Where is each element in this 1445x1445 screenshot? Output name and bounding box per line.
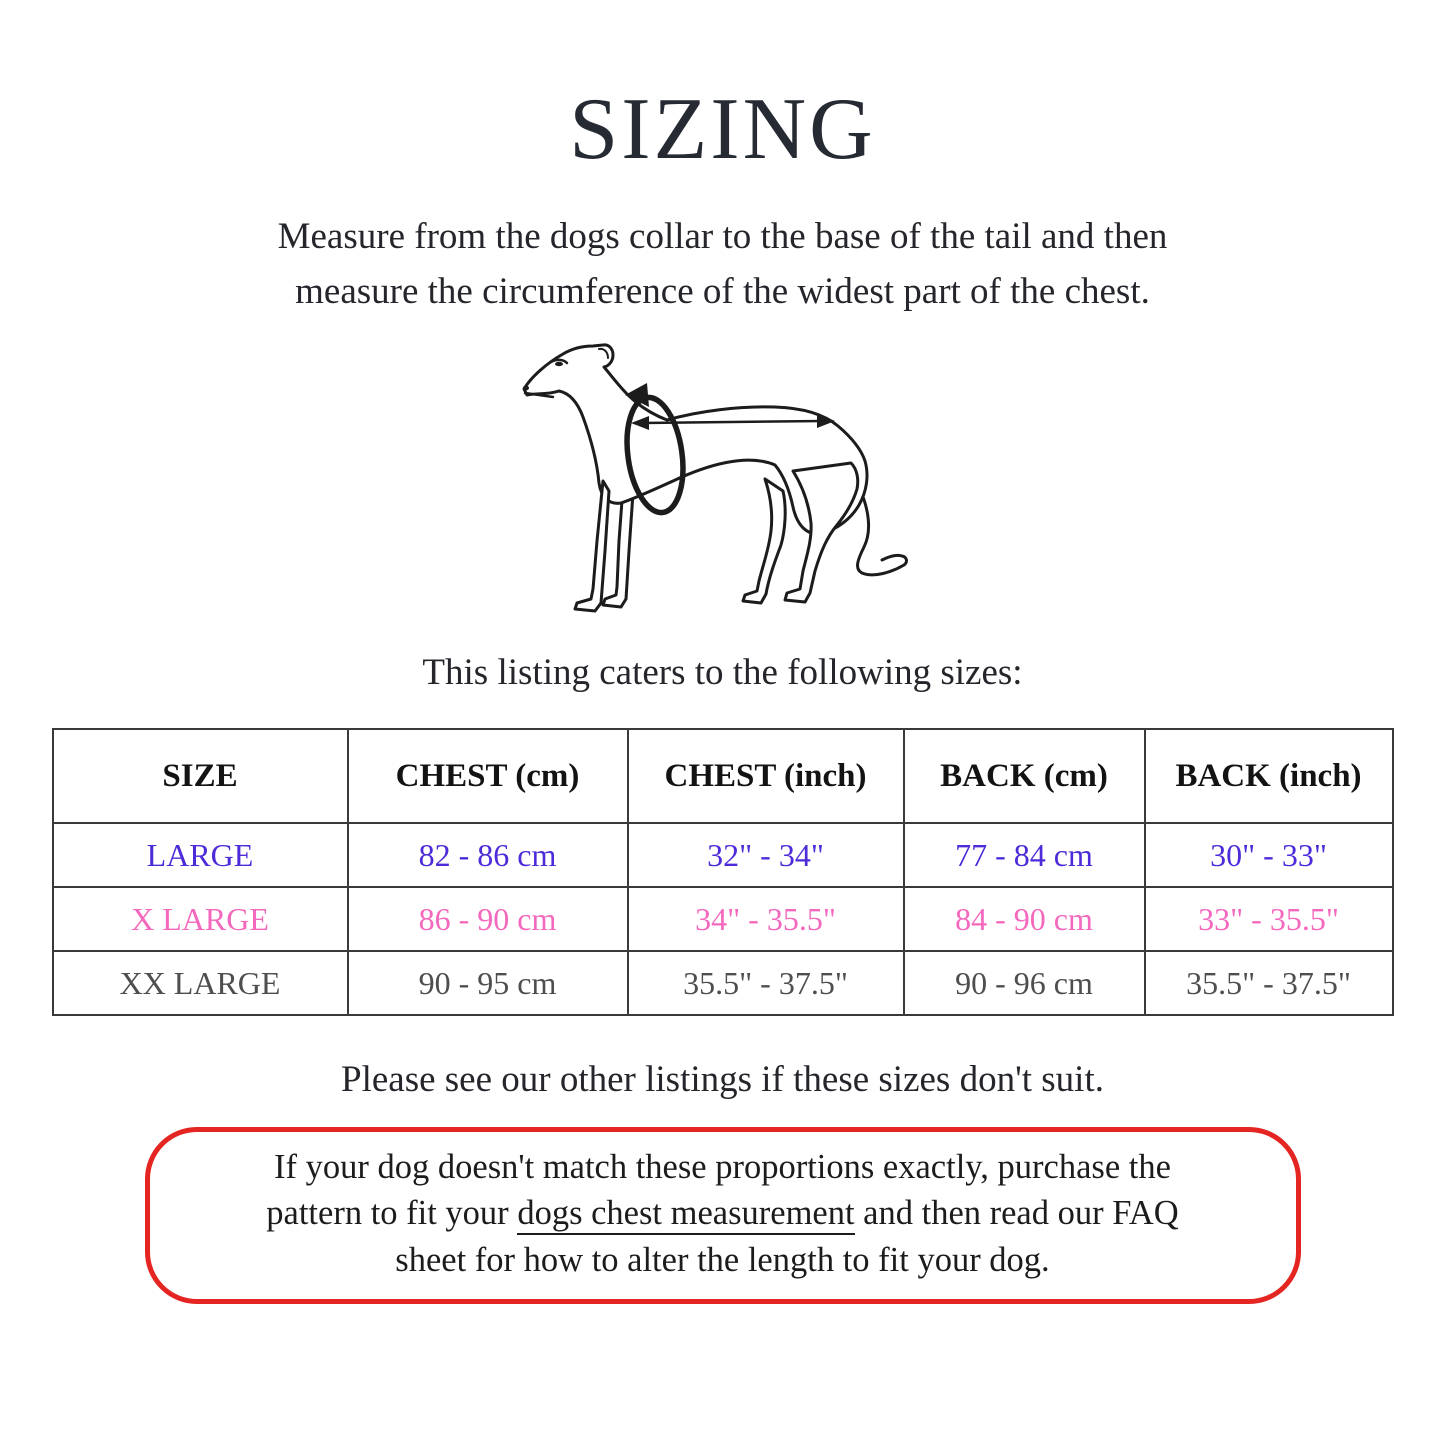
dog-tail (855, 485, 908, 577)
measuring-instructions: Measure from the dogs collar to the base… (0, 210, 1445, 319)
header-chest-cm: CHEST (cm) (346, 728, 629, 825)
header-back-inch: BACK (inch) (1143, 728, 1394, 825)
cell-chest-cm: 90 - 95 cm (346, 950, 629, 1017)
callout-line-1: If your dog doesn't match these proporti… (274, 1148, 1171, 1187)
dog-far-front-leg (601, 485, 634, 609)
instructions-line-2: measure the circumference of the widest … (295, 270, 1150, 312)
table-row-large: LARGE 82 - 86 cm 32" - 34" 77 - 84 cm 30… (51, 822, 1394, 889)
back-measure-arrowhead-right (816, 414, 835, 429)
callout-line-3: sheet for how to alter the length to fit… (395, 1240, 1050, 1279)
page-title: SIZING (569, 81, 876, 178)
dog-eye (554, 361, 563, 367)
cell-back-cm: 77 - 84 cm (902, 822, 1146, 889)
cell-size: XX LARGE (51, 950, 349, 1017)
callout-line-2-post: and then read our FAQ (854, 1194, 1179, 1233)
dog-measurement-figure (0, 341, 1445, 641)
cell-size: X LARGE (51, 886, 349, 953)
cell-back-inch: 35.5" - 37.5" (1143, 950, 1394, 1017)
table-header-row: SIZE CHEST (cm) CHEST (inch) BACK (cm) B… (51, 728, 1394, 825)
chest-measure-arrowhead (624, 383, 649, 408)
header-chest-inch: CHEST (inch) (626, 728, 905, 825)
table-caption: This listing caters to the following siz… (422, 652, 1023, 694)
callout-line-2-pre: pattern to fit your (266, 1194, 518, 1233)
fit-advice-callout: If your dog doesn't match these proporti… (144, 1127, 1301, 1304)
instructions-line-1: Measure from the dogs collar to the base… (277, 216, 1168, 258)
size-chart-table: SIZE CHEST (cm) CHEST (inch) BACK (cm) B… (51, 728, 1394, 1017)
callout-line-2: pattern to fit your dogs chest measureme… (184, 1190, 1262, 1236)
dog-nose (522, 385, 529, 391)
dog-measurement-diagram-illustration (522, 343, 908, 613)
dog-ear-inner-line (597, 347, 609, 360)
cell-chest-inch: 32" - 34" (626, 822, 905, 889)
dog-body-outline (522, 343, 868, 536)
cell-back-cm: 90 - 96 cm (902, 950, 1146, 1017)
cell-back-inch: 33" - 35.5" (1143, 886, 1394, 953)
cell-chest-cm: 86 - 90 cm (346, 886, 629, 953)
back-measure-arrowhead-left (630, 416, 649, 431)
cell-chest-cm: 82 - 86 cm (346, 822, 629, 889)
callout-underlined-phrase: dogs chest measurement (517, 1194, 855, 1236)
dog-mouth-line (523, 391, 554, 399)
dog-brow-line (549, 358, 568, 365)
back-measure-arrow-line (641, 419, 824, 425)
header-size: SIZE (51, 728, 349, 825)
cell-back-inch: 30" - 33" (1143, 822, 1394, 889)
table-row-xx-large: XX LARGE 90 - 95 cm 35.5" - 37.5" 90 - 9… (51, 950, 1394, 1017)
cell-chest-inch: 35.5" - 37.5" (626, 950, 905, 1017)
dog-near-hind-leg (783, 461, 859, 604)
cell-back-cm: 84 - 90 cm (902, 886, 1146, 953)
header-back-cm: BACK (cm) (902, 728, 1146, 825)
dog-near-front-leg (573, 479, 610, 613)
table-row-x-large: X LARGE 86 - 90 cm 34" - 35.5" 84 - 90 c… (51, 886, 1394, 953)
cell-size: LARGE (51, 822, 349, 889)
cell-chest-inch: 34" - 35.5" (626, 886, 905, 953)
other-listings-note: Please see our other listings if these s… (341, 1059, 1104, 1101)
dog-far-hind-leg (741, 477, 787, 605)
